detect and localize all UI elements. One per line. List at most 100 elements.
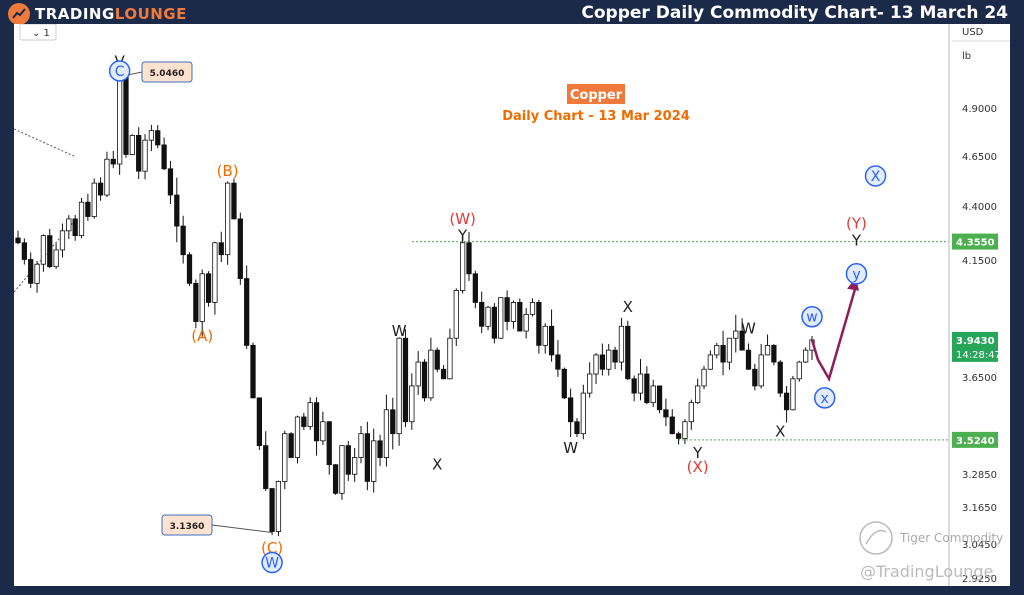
candle-body: [364, 433, 370, 482]
unit-label: lb: [962, 51, 971, 62]
y-tick-label: 3.1650: [962, 503, 997, 514]
candle-body: [85, 201, 91, 217]
brand-name: TRADINGLOUNGE: [35, 5, 187, 23]
candle-body: [218, 242, 224, 256]
candle-body: [752, 368, 758, 387]
wave-label: X: [432, 456, 442, 474]
price-box-low-text: 3.1360: [170, 522, 205, 532]
candle-body: [288, 433, 294, 458]
interval-button[interactable]: [19, 23, 57, 41]
candle-body: [383, 409, 390, 458]
price-box-connector: [211, 524, 273, 533]
price-box-high: [141, 61, 193, 83]
candle-body: [675, 433, 682, 439]
price-box-low: [161, 514, 213, 536]
candle-body: [167, 168, 174, 196]
candle-body: [783, 392, 790, 411]
candle-body: [269, 488, 275, 532]
candle-body: [224, 182, 231, 256]
candle-body: [733, 330, 739, 339]
candle-body: [714, 344, 720, 356]
candle-body: [644, 373, 650, 404]
candle-body: [174, 194, 180, 227]
watermark-text: Tiger Commodity: [899, 531, 1003, 545]
price-label-box: [952, 331, 998, 362]
y-tick-label: 4.6500: [962, 152, 997, 163]
candle-body: [40, 235, 47, 265]
candle-body: [428, 349, 434, 399]
candle-body: [148, 130, 155, 141]
candle-body: [504, 297, 510, 322]
candle-body: [275, 480, 282, 532]
candle-body: [682, 421, 688, 439]
candle-body: [161, 144, 167, 170]
price-chart: 5.04603.1360VC(B)(A)(C)W(W)YWXXWY(X)WXwx…: [13, 23, 1010, 586]
candle-body: [803, 349, 809, 363]
candle-body: [78, 201, 85, 237]
candle-body: [466, 242, 472, 275]
wave-label: Y: [457, 227, 468, 245]
price-label-box: [952, 431, 998, 448]
candle-body: [568, 397, 574, 423]
candle-body: [123, 75, 129, 155]
candle-body: [701, 368, 707, 387]
wave-label: x: [821, 391, 829, 407]
candle-body: [244, 278, 250, 346]
candle-body: [460, 242, 466, 291]
candle-body: [574, 421, 580, 435]
candle-body: [110, 158, 116, 165]
candle-body: [396, 337, 402, 435]
chart-title: Copper: [570, 88, 623, 103]
candle-body: [720, 344, 726, 363]
wave-label-circle: [845, 263, 868, 285]
wave-label: (C): [261, 539, 283, 557]
candle-body: [656, 385, 663, 411]
candle-body: [421, 361, 428, 399]
candle-body: [523, 313, 529, 332]
candle-body: [599, 354, 606, 370]
interval-button-label[interactable]: ⌄ 1: [32, 28, 50, 39]
candle-body: [409, 385, 415, 423]
watermark-handle: @TradingLounge: [860, 562, 993, 581]
wave-label-circle: [801, 305, 823, 328]
candle-body: [555, 354, 561, 370]
candle-body: [650, 385, 656, 404]
wave-label-circle: [261, 551, 283, 574]
wave-label: y: [852, 267, 860, 283]
candle-body: [205, 273, 212, 303]
candle-body: [402, 337, 409, 423]
candle-body: [434, 349, 440, 370]
candle-body: [345, 445, 351, 475]
price-label-text: 4.3550: [956, 238, 995, 249]
price-label-text: 3.9430: [956, 336, 995, 347]
candle-body: [320, 421, 326, 442]
trendline-upper: [13, 128, 77, 158]
candle-body: [453, 290, 459, 339]
countdown-text: 14:28:47: [956, 350, 1001, 361]
candle-body: [618, 325, 625, 363]
price-label-text: 3.5240: [956, 436, 995, 447]
header-title: Copper Daily Commodity Chart- 13 March 2…: [581, 3, 1008, 23]
chart-subtitle: Daily Chart - 13 Mar 2024: [502, 109, 690, 124]
candle-body: [212, 242, 218, 303]
candle-body: [415, 361, 421, 387]
candle-body: [307, 402, 313, 427]
candle-body: [180, 225, 186, 256]
candle-body: [250, 344, 256, 399]
candle-body: [631, 378, 637, 394]
candle-body: [377, 440, 383, 458]
currency-label: USD: [962, 27, 984, 38]
wave-label: X: [623, 298, 633, 316]
wave-label-circle: [864, 165, 887, 187]
candle-body: [91, 182, 97, 217]
candle-body: [758, 354, 764, 387]
wave-label: (Y): [846, 215, 867, 233]
candle-body: [739, 330, 745, 351]
candle-body: [479, 302, 485, 327]
candle-body: [663, 409, 669, 418]
wave-label: W: [741, 320, 756, 338]
candle-body: [390, 409, 396, 435]
candle-body: [186, 254, 193, 284]
candle-body: [498, 297, 504, 339]
candle-body: [548, 325, 555, 356]
